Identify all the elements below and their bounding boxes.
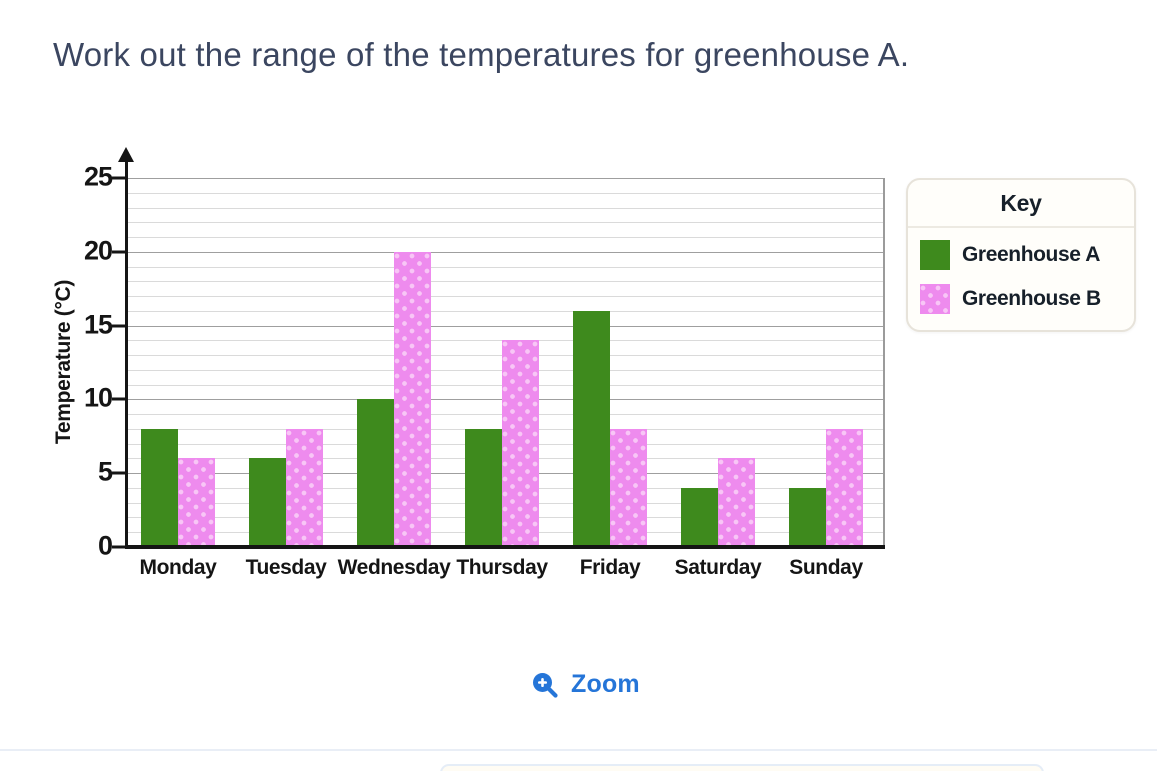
y-tick-label: 5 [97, 456, 113, 487]
y-tick-label: 20 [83, 235, 113, 266]
y-tick-label: 25 [83, 161, 113, 192]
legend-item-label: Greenhouse B [962, 287, 1101, 310]
y-tick-mark [112, 545, 125, 549]
cutoff-card-top-edge [440, 764, 1044, 771]
y-tick-mark [112, 397, 125, 401]
gridline [127, 310, 883, 312]
gridline [127, 222, 883, 224]
y-axis-arrow-icon [118, 147, 134, 162]
plot-area [127, 178, 885, 547]
y-tick-label: 0 [97, 530, 113, 561]
x-label-wednesday: Wednesday [337, 556, 451, 579]
greenhouse-a-swatch [920, 240, 950, 270]
x-label-saturday: Saturday [674, 556, 762, 579]
gridline [127, 192, 883, 194]
bar-greenhouse-a-friday [573, 310, 610, 547]
bar-greenhouse-a-thursday [465, 428, 502, 547]
legend-rows: Greenhouse A Greenhouse B [908, 228, 1134, 330]
x-axis-line [125, 545, 885, 549]
zoom-button[interactable]: Zoom [531, 670, 640, 699]
question-title: Work out the range of the temperatures f… [53, 36, 910, 73]
bar-greenhouse-a-sunday [789, 487, 826, 547]
x-label-friday: Friday [579, 556, 641, 579]
y-tick-mark [112, 176, 125, 180]
y-tick-mark [112, 250, 125, 254]
x-label-thursday: Thursday [456, 556, 548, 579]
greenhouse-b-swatch [920, 284, 950, 314]
bar-greenhouse-a-tuesday [249, 458, 286, 547]
y-tick-mark [112, 324, 125, 328]
legend-title: Key [908, 180, 1134, 228]
zoom-button-label: Zoom [571, 670, 640, 698]
legend-item-greenhouse-a: Greenhouse A [920, 240, 1122, 270]
gridline [127, 296, 883, 298]
magnifier-plus-icon [531, 671, 559, 699]
gridline [127, 207, 883, 209]
bar-greenhouse-b-saturday [718, 458, 755, 547]
legend-item-greenhouse-b: Greenhouse B [920, 284, 1122, 314]
y-tick-mark [112, 471, 125, 475]
bar-greenhouse-b-thursday [502, 340, 539, 547]
y-tick-label: 10 [83, 382, 113, 413]
y-axis-line [125, 160, 128, 549]
legend-item-label: Greenhouse A [962, 243, 1100, 266]
bar-greenhouse-b-monday [178, 458, 215, 547]
bar-greenhouse-a-wednesday [357, 399, 394, 547]
bar-greenhouse-a-monday [141, 428, 178, 547]
gridline [127, 325, 883, 327]
x-label-sunday: Sunday [789, 556, 863, 579]
gridline [127, 178, 883, 179]
bar-greenhouse-b-wednesday [394, 251, 431, 547]
bar-greenhouse-b-friday [610, 428, 647, 547]
gridline [127, 281, 883, 283]
gridline [127, 237, 883, 239]
y-tick-label: 15 [83, 308, 113, 339]
legend-key-box: Key Greenhouse A Greenhouse B [906, 178, 1136, 332]
x-label-tuesday: Tuesday [245, 556, 327, 579]
bar-greenhouse-a-saturday [681, 487, 718, 547]
x-label-monday: Monday [139, 556, 217, 579]
bottom-divider [0, 749, 1157, 751]
gridline [127, 251, 883, 253]
bar-greenhouse-b-sunday [826, 428, 863, 547]
bar-greenhouse-b-tuesday [286, 428, 323, 547]
gridline [127, 266, 883, 268]
y-axis-title: Temperature (°C) [52, 279, 75, 445]
